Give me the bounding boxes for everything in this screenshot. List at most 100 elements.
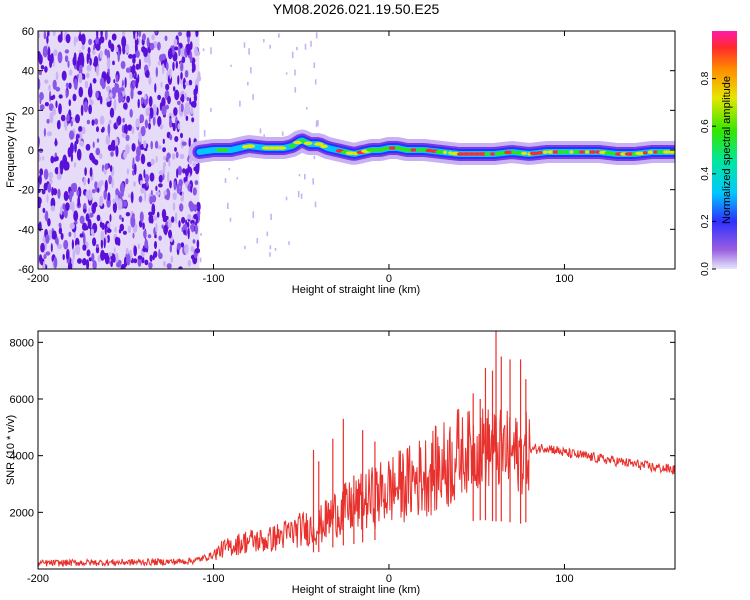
noise-blob: [177, 165, 182, 176]
noise-blob: [162, 138, 165, 144]
snr-y-tick-label: 6000: [10, 394, 34, 406]
noise-blob: [140, 97, 144, 105]
noise-blob: [76, 189, 80, 197]
noise-blob: [144, 173, 149, 184]
noise-blob: [78, 86, 84, 98]
noise-blob: [73, 35, 76, 47]
noise-blob: [99, 180, 104, 186]
noise-blob: [81, 44, 85, 51]
noise-blob: [151, 34, 155, 41]
faint-streak: [200, 233, 202, 236]
noise-blob: [40, 242, 45, 253]
noise-blob: [114, 226, 117, 233]
noise-blob: [180, 132, 183, 139]
noise-blob: [109, 213, 112, 222]
noise-blob: [192, 100, 197, 108]
noise-blob: [164, 194, 170, 200]
noise-blob: [180, 62, 184, 72]
noise-blob: [110, 43, 115, 53]
noise-blob: [79, 140, 85, 147]
noise-blob: [123, 102, 128, 110]
noise-blob: [82, 258, 87, 266]
noise-blob: [52, 188, 58, 196]
noise-blob: [44, 102, 50, 107]
noise-blob: [190, 246, 195, 253]
noise-blob: [68, 231, 72, 237]
noise-blob: [63, 161, 69, 171]
noise-blob: [66, 113, 70, 122]
trace-hotspot: [515, 151, 523, 155]
faint-streak: [250, 67, 252, 74]
noise-blob: [141, 183, 146, 189]
noise-blob: [72, 247, 76, 260]
noise-blob: [158, 249, 161, 257]
noise-blob: [164, 215, 169, 221]
noise-blob: [113, 98, 117, 111]
noise-blob: [115, 252, 119, 264]
noise-blob: [159, 124, 164, 130]
noise-blob: [91, 189, 96, 194]
noise-blob: [115, 137, 118, 148]
noise-blob: [131, 126, 135, 135]
trace-hotspot: [388, 146, 397, 150]
noise-blob: [180, 72, 183, 80]
noise-blob: [144, 259, 149, 266]
noise-blob: [88, 38, 93, 45]
noise-blob: [167, 95, 171, 105]
snr-y-label: SNR (10 * v/v): [5, 415, 17, 485]
noise-blob: [145, 107, 150, 117]
noise-blob: [69, 190, 72, 203]
noise-blob: [127, 225, 132, 234]
noise-blob: [86, 72, 90, 79]
noise-blob: [84, 225, 89, 231]
noise-blob: [58, 227, 63, 235]
noise-blob: [180, 195, 183, 202]
noise-blob: [169, 134, 173, 141]
noise-blob: [68, 82, 72, 90]
trace-hotspot: [552, 150, 559, 154]
noise-blob: [47, 183, 52, 193]
noise-blob: [99, 195, 104, 207]
noise-blob: [63, 190, 69, 202]
noise-blob: [196, 201, 201, 212]
noise-blob: [89, 191, 93, 201]
noise-blob: [161, 97, 166, 108]
noise-blob: [128, 54, 134, 59]
noise-blob: [188, 79, 193, 86]
noise-blob: [158, 170, 164, 176]
noise-blob: [182, 77, 186, 90]
noise-blob: [169, 48, 173, 53]
noise-blob: [43, 168, 49, 180]
noise-blob: [166, 263, 172, 269]
noise-blob: [162, 172, 165, 181]
noise-blob: [120, 60, 126, 70]
noise-blob: [52, 107, 56, 116]
noise-blob: [87, 177, 90, 185]
noise-blob: [119, 192, 124, 197]
noise-blob: [155, 155, 158, 163]
faint-streak: [256, 238, 259, 244]
noise-blob: [163, 190, 168, 197]
noise-blob: [88, 104, 92, 115]
noise-blob: [155, 191, 160, 196]
noise-blob: [149, 254, 153, 262]
noise-blob: [96, 138, 100, 143]
snr-y-axis: 2000 4000 6000 8000: [10, 337, 675, 519]
noise-blob: [176, 242, 181, 251]
noise-blob: [117, 50, 120, 63]
noise-blob: [119, 87, 125, 92]
noise-blob: [150, 140, 153, 150]
noise-blob: [95, 147, 101, 156]
noise-blob: [134, 163, 137, 175]
noise-blob: [55, 156, 59, 162]
faint-streak: [252, 211, 255, 218]
noise-blob: [139, 180, 143, 185]
trace-hotspot: [373, 148, 380, 152]
noise-blob: [111, 33, 117, 41]
noise-blob: [72, 201, 75, 213]
noise-blob: [158, 145, 162, 150]
noise-blob: [38, 174, 42, 185]
noise-blob: [180, 242, 185, 248]
noise-blob: [130, 191, 134, 204]
noise-blob: [73, 210, 79, 222]
